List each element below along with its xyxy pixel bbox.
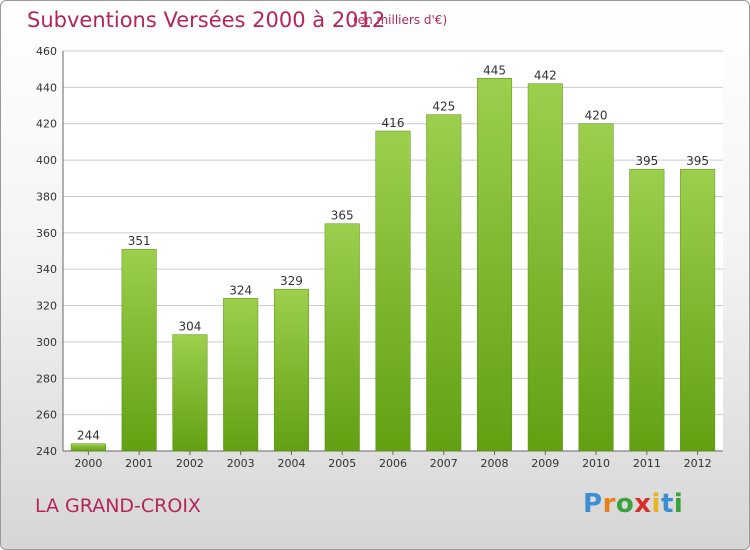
x-tick-label-2007: 2007 <box>430 457 458 470</box>
value-label-2007: 425 <box>432 100 455 114</box>
x-tick-label-2005: 2005 <box>328 457 356 470</box>
x-tick-label-2003: 2003 <box>227 457 255 470</box>
bar-2002 <box>172 334 208 452</box>
bar-2009 <box>527 83 563 452</box>
x-tick-label-2004: 2004 <box>277 457 305 470</box>
x-tick-label-2008: 2008 <box>481 457 509 470</box>
chart-title: Subventions Versées 2000 à 2012 <box>27 8 386 32</box>
y-tick-label: 460 <box>36 45 57 58</box>
logo-letter: x <box>634 489 652 519</box>
y-tick-label: 320 <box>36 300 57 313</box>
x-tick-label-2001: 2001 <box>125 457 153 470</box>
logo-letter: i <box>651 489 661 519</box>
logo-letter: i <box>673 489 684 519</box>
bar-2001 <box>121 248 157 452</box>
proxiti-logo: Proxiti <box>583 489 683 519</box>
y-tick-label: 260 <box>36 409 57 422</box>
bar-2006 <box>375 130 411 452</box>
logo-letter: t <box>660 489 674 519</box>
bar-2000 <box>70 443 106 452</box>
x-tick-label-2002: 2002 <box>176 457 204 470</box>
x-tick-label-2010: 2010 <box>582 457 610 470</box>
value-label-2003: 324 <box>229 283 252 297</box>
y-tick-label: 400 <box>36 154 57 167</box>
bar-2003 <box>223 298 259 452</box>
y-tick-label: 240 <box>36 445 57 458</box>
value-label-2010: 420 <box>585 109 608 123</box>
y-tick-label: 360 <box>36 227 57 240</box>
value-label-2005: 365 <box>331 209 354 223</box>
bar-2004 <box>273 288 309 452</box>
bar-2010 <box>578 123 614 452</box>
bar-2005 <box>324 223 360 452</box>
x-tick-label-2009: 2009 <box>531 457 559 470</box>
value-label-2004: 329 <box>280 274 303 288</box>
logo-letter: o <box>615 489 635 519</box>
x-tick-label-2006: 2006 <box>379 457 407 470</box>
value-label-2009: 442 <box>534 69 557 83</box>
value-label-2011: 395 <box>635 154 658 168</box>
x-tick-label-2012: 2012 <box>684 457 712 470</box>
bar-2007 <box>426 114 462 452</box>
value-label-2000: 244 <box>77 429 100 443</box>
value-label-2002: 304 <box>178 320 201 334</box>
y-tick-label: 440 <box>36 81 57 94</box>
y-tick-label: 340 <box>36 263 57 276</box>
logo-letter: P <box>583 489 603 519</box>
logo-letter: r <box>602 489 616 519</box>
y-tick-label: 300 <box>36 336 57 349</box>
y-tick-label: 420 <box>36 118 57 131</box>
bar-2008 <box>477 78 513 452</box>
value-label-2012: 395 <box>686 154 709 168</box>
value-label-2001: 351 <box>128 234 151 248</box>
value-label-2008: 445 <box>483 63 506 77</box>
x-tick-label-2000: 2000 <box>74 457 102 470</box>
chart-subtitle: (en milliers d'€) <box>353 13 448 27</box>
commune-name: LA GRAND-CROIX <box>35 495 201 517</box>
bar-2011 <box>629 168 665 452</box>
x-tick-label-2011: 2011 <box>633 457 661 470</box>
value-label-2006: 416 <box>382 116 405 130</box>
y-tick-label: 380 <box>36 190 57 203</box>
y-tick-label: 280 <box>36 372 57 385</box>
bar-2012 <box>680 168 716 452</box>
